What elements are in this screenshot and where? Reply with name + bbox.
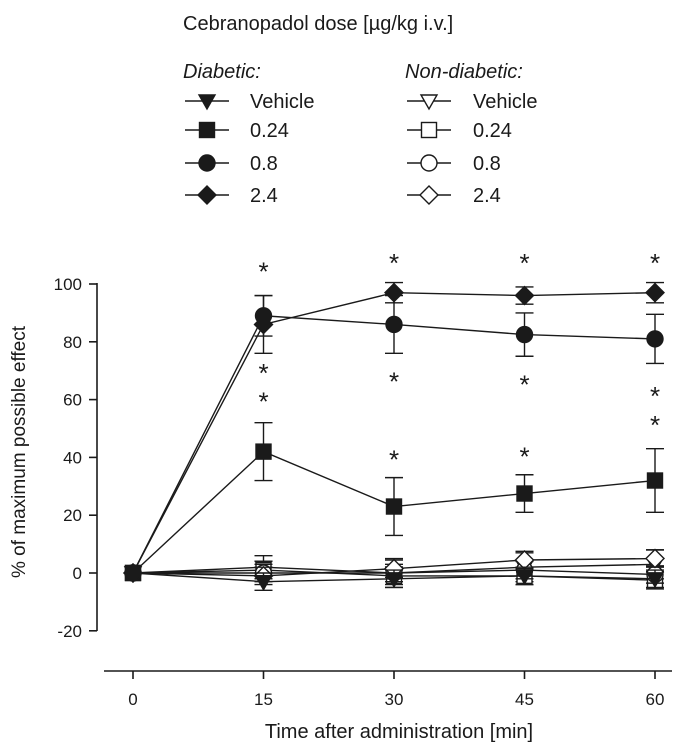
legend-label: 0.8 [250, 153, 278, 175]
x-ticks: 0 15 30 45 60 [128, 671, 664, 709]
legend-item-nondiabetic-0-8: 0.8 [407, 153, 501, 175]
legend-item-diabetic-2-4: 2.4 [185, 185, 278, 207]
legend-item-nondiabetic-vehicle: Vehicle [407, 91, 538, 113]
legend-group-diabetic-title: Diabetic: [183, 61, 261, 83]
legend-label: 0.24 [250, 120, 289, 142]
significance-annotations: ************ [258, 248, 660, 475]
significance-asterisk: * [650, 381, 660, 411]
y-tick-label: 100 [54, 275, 82, 294]
data-point [123, 563, 143, 583]
data-point [516, 485, 533, 502]
significance-asterisk: * [389, 445, 399, 475]
legend-group-nondiabetic-title: Non-diabetic: [405, 61, 523, 83]
legend-label: Vehicle [473, 91, 538, 113]
significance-asterisk: * [389, 248, 399, 278]
data-point [645, 282, 665, 303]
y-tick-label: 60 [63, 391, 82, 410]
legend-label: Vehicle [250, 91, 315, 113]
y-axis-label: % of maximum possible effect [9, 325, 30, 578]
x-tick-label: 45 [515, 690, 534, 709]
x-tick-label: 30 [385, 690, 404, 709]
series-diabetic-0-8 [124, 294, 664, 582]
data-point [645, 548, 665, 569]
y-ticks: -20 0 20 40 60 80 100 [54, 275, 97, 641]
legend-marker [419, 185, 439, 205]
significance-asterisk: * [519, 442, 529, 472]
y-tick-label: 80 [63, 333, 82, 352]
legend-marker [420, 121, 438, 139]
legend-marker [197, 94, 217, 111]
significance-asterisk: * [650, 410, 660, 440]
legend-title: Cebranopadol dose [µg/kg i.v.] [183, 13, 453, 35]
legend-marker [198, 154, 216, 172]
significance-asterisk: * [258, 257, 268, 287]
y-tick-label: 40 [63, 448, 82, 467]
data-point [646, 472, 664, 489]
data-point [385, 315, 403, 334]
series-diabetic-vehicle [123, 566, 665, 592]
x-tick-label: 60 [646, 690, 665, 709]
x-tick-label: 15 [254, 690, 273, 709]
legend-item-diabetic-vehicle: Vehicle [185, 91, 315, 113]
legend-item-nondiabetic-2-4: 2.4 [407, 185, 501, 207]
legend-item-nondiabetic-0-24: 0.24 [407, 120, 512, 142]
y-tick-label: 20 [63, 506, 82, 525]
data-point [646, 330, 664, 348]
y-tick-label: 0 [73, 564, 82, 583]
data-point [385, 498, 403, 515]
significance-asterisk: * [389, 366, 399, 396]
legend-entries: Vehicle 0.24 0.8 2.4 Vehicle 0.24 0.8 2.4 [185, 91, 538, 207]
significance-asterisk: * [650, 248, 660, 278]
legend-item-diabetic-0-24: 0.24 [185, 120, 289, 142]
data-point [254, 574, 273, 592]
significance-asterisk: * [258, 358, 268, 388]
data-point [514, 285, 535, 306]
significance-asterisk: * [519, 248, 529, 278]
series-layer [123, 281, 665, 592]
y-tick-label: -20 [57, 622, 82, 641]
data-point [515, 569, 534, 586]
legend-label: 2.4 [250, 185, 278, 207]
legend-marker [419, 94, 439, 111]
legend-label: 0.24 [473, 120, 512, 142]
data-point [515, 325, 534, 344]
legend-label: 0.8 [473, 153, 501, 175]
data-point [255, 443, 272, 460]
data-point [384, 572, 404, 589]
legend-item-diabetic-0-8: 0.8 [185, 153, 278, 175]
series-diabetic-2-4 [123, 281, 665, 583]
legend-label: 2.4 [473, 185, 501, 207]
data-point [384, 282, 404, 303]
significance-asterisk: * [258, 387, 268, 417]
legend-marker [420, 154, 438, 172]
legend-marker [197, 185, 217, 205]
x-axis-label: Time after administration [min] [265, 721, 533, 743]
legend-marker [198, 121, 216, 139]
x-tick-label: 0 [128, 690, 137, 709]
data-point [645, 572, 665, 589]
data-point [253, 314, 274, 335]
significance-asterisk: * [519, 369, 529, 399]
